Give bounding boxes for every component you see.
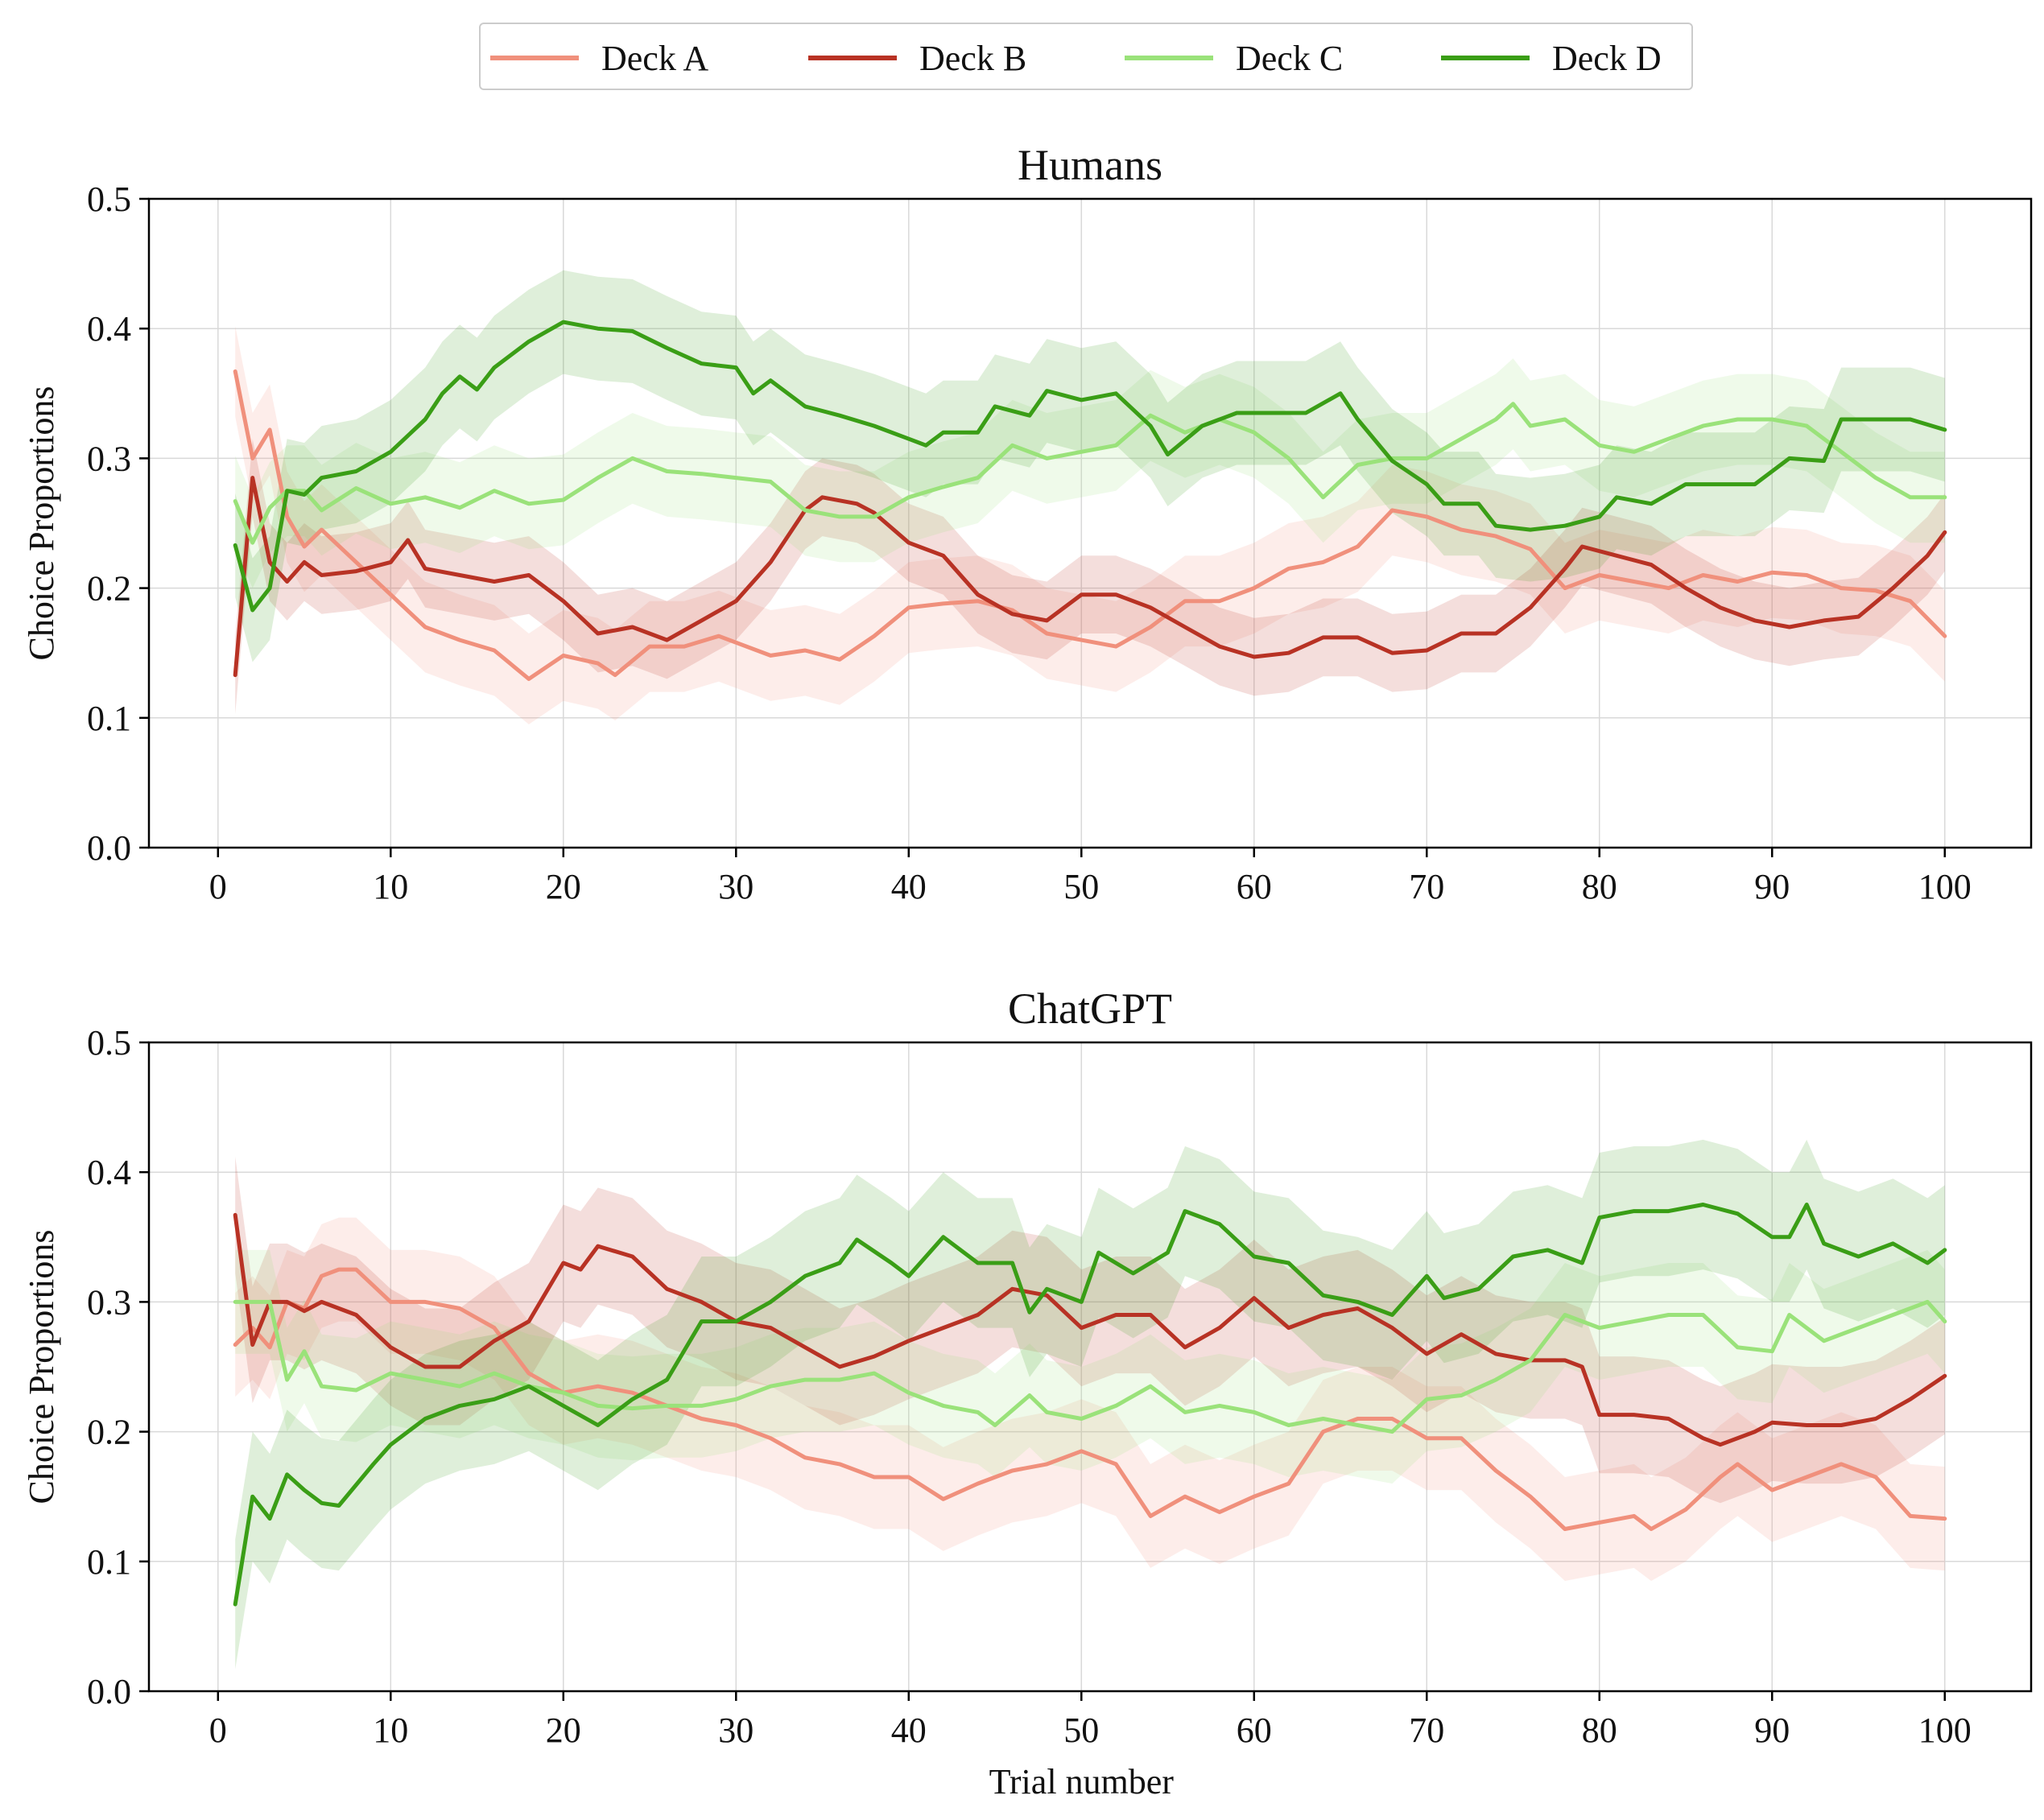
x-tick-label: 50: [1063, 867, 1099, 906]
x-tick-label: 50: [1063, 1711, 1099, 1750]
legend-item-deck-b: Deck B: [808, 24, 1026, 92]
legend-swatch: [808, 56, 897, 60]
series-line-deck-c: [233, 1299, 1947, 1434]
x-axis-label: Trial number: [989, 1762, 1175, 1801]
x-tick-label: 80: [1582, 867, 1617, 906]
legend-label: Deck B: [919, 38, 1027, 78]
plot-frame: [147, 197, 2033, 849]
y-tick-label: 0.4: [87, 1153, 131, 1192]
x-tick-label: 100: [1918, 867, 1972, 906]
y-tick-label: 0.3: [87, 1282, 131, 1322]
legend-item-deck-a: Deck A: [490, 24, 708, 92]
x-tick-label: 70: [1409, 867, 1444, 906]
legend-swatch: [1441, 56, 1530, 60]
chart-panel-humans: 0 10 20 30 40 50 60 70 80 90 100 0.0 0.1 0.2 0.3 0.4 0.5…: [22, 141, 2033, 906]
series-line-deck-b: [233, 1212, 1947, 1447]
y-tick-label: 0.4: [87, 309, 131, 349]
y-tick-label: 0.3: [87, 439, 131, 478]
series-line-deck-d: [233, 1203, 1947, 1607]
chart-panel-chatgpt: 0 10 20 30 40 50 60 70 80 90 100 0.0 0.1 0.2 0.3 0.4 0.5…: [22, 984, 2033, 1801]
confidence-band-deck-c: [235, 1249, 1945, 1484]
x-tick-label: 30: [718, 1711, 754, 1750]
x-tick-label: 60: [1237, 1711, 1272, 1750]
y-tick-label: 0.0: [87, 828, 131, 868]
x-tick-label: 70: [1409, 1711, 1444, 1750]
series-line-deck-c: [233, 402, 1947, 545]
chart-title: Humans: [1018, 141, 1162, 189]
x-tick-label: 0: [209, 1711, 227, 1750]
y-tick-label: 0.1: [87, 699, 131, 738]
confidence-band-deck-b: [235, 1156, 1945, 1504]
y-tick-label: 0.1: [87, 1542, 131, 1582]
legend-label: Deck C: [1236, 38, 1344, 78]
x-tick-label: 0: [209, 867, 227, 906]
y-tick-label: 0.0: [87, 1672, 131, 1711]
x-tick-label: 80: [1582, 1711, 1617, 1750]
x-tick-label: 10: [373, 867, 408, 906]
chart-title: ChatGPT: [1008, 984, 1172, 1033]
y-tick-label: 0.2: [87, 1413, 131, 1452]
legend-item-deck-c: Deck C: [1125, 24, 1343, 92]
series-line-deck-d: [233, 320, 1947, 613]
legend-swatch: [490, 56, 579, 60]
x-tick-label: 90: [1754, 867, 1790, 906]
plot-frame: [147, 1041, 2033, 1693]
y-axis-label: Choice Proportions: [22, 386, 61, 661]
confidence-band-deck-a: [235, 1217, 1945, 1581]
x-tick-label: 20: [546, 867, 581, 906]
confidence-band-deck-a: [235, 326, 1945, 724]
confidence-band-deck-d: [235, 270, 1945, 662]
y-tick-label: 0.5: [87, 180, 131, 219]
confidence-band-deck-d: [235, 1139, 1945, 1669]
x-tick-label: 100: [1918, 1711, 1972, 1750]
legend-label: Deck A: [601, 38, 709, 78]
y-tick-label: 0.5: [87, 1023, 131, 1063]
series-line-deck-a: [233, 1267, 1947, 1531]
x-tick-label: 30: [718, 867, 754, 906]
legend-label: Deck D: [1552, 38, 1662, 78]
x-tick-label: 40: [891, 1711, 927, 1750]
legend-item-deck-d: Deck D: [1441, 24, 1662, 92]
y-tick-label: 0.2: [87, 569, 131, 609]
confidence-band-deck-c: [235, 358, 1945, 588]
x-tick-label: 10: [373, 1711, 408, 1750]
x-tick-label: 60: [1237, 867, 1272, 906]
x-tick-label: 90: [1754, 1711, 1790, 1750]
series-line-deck-a: [233, 369, 1947, 681]
legend-swatch: [1125, 56, 1213, 60]
legend: Deck A Deck B Deck C Deck D: [479, 23, 1693, 90]
y-axis-label: Choice Proportions: [22, 1230, 61, 1504]
x-tick-label: 40: [891, 867, 927, 906]
series-line-deck-b: [233, 476, 1947, 678]
x-tick-label: 20: [546, 1711, 581, 1750]
